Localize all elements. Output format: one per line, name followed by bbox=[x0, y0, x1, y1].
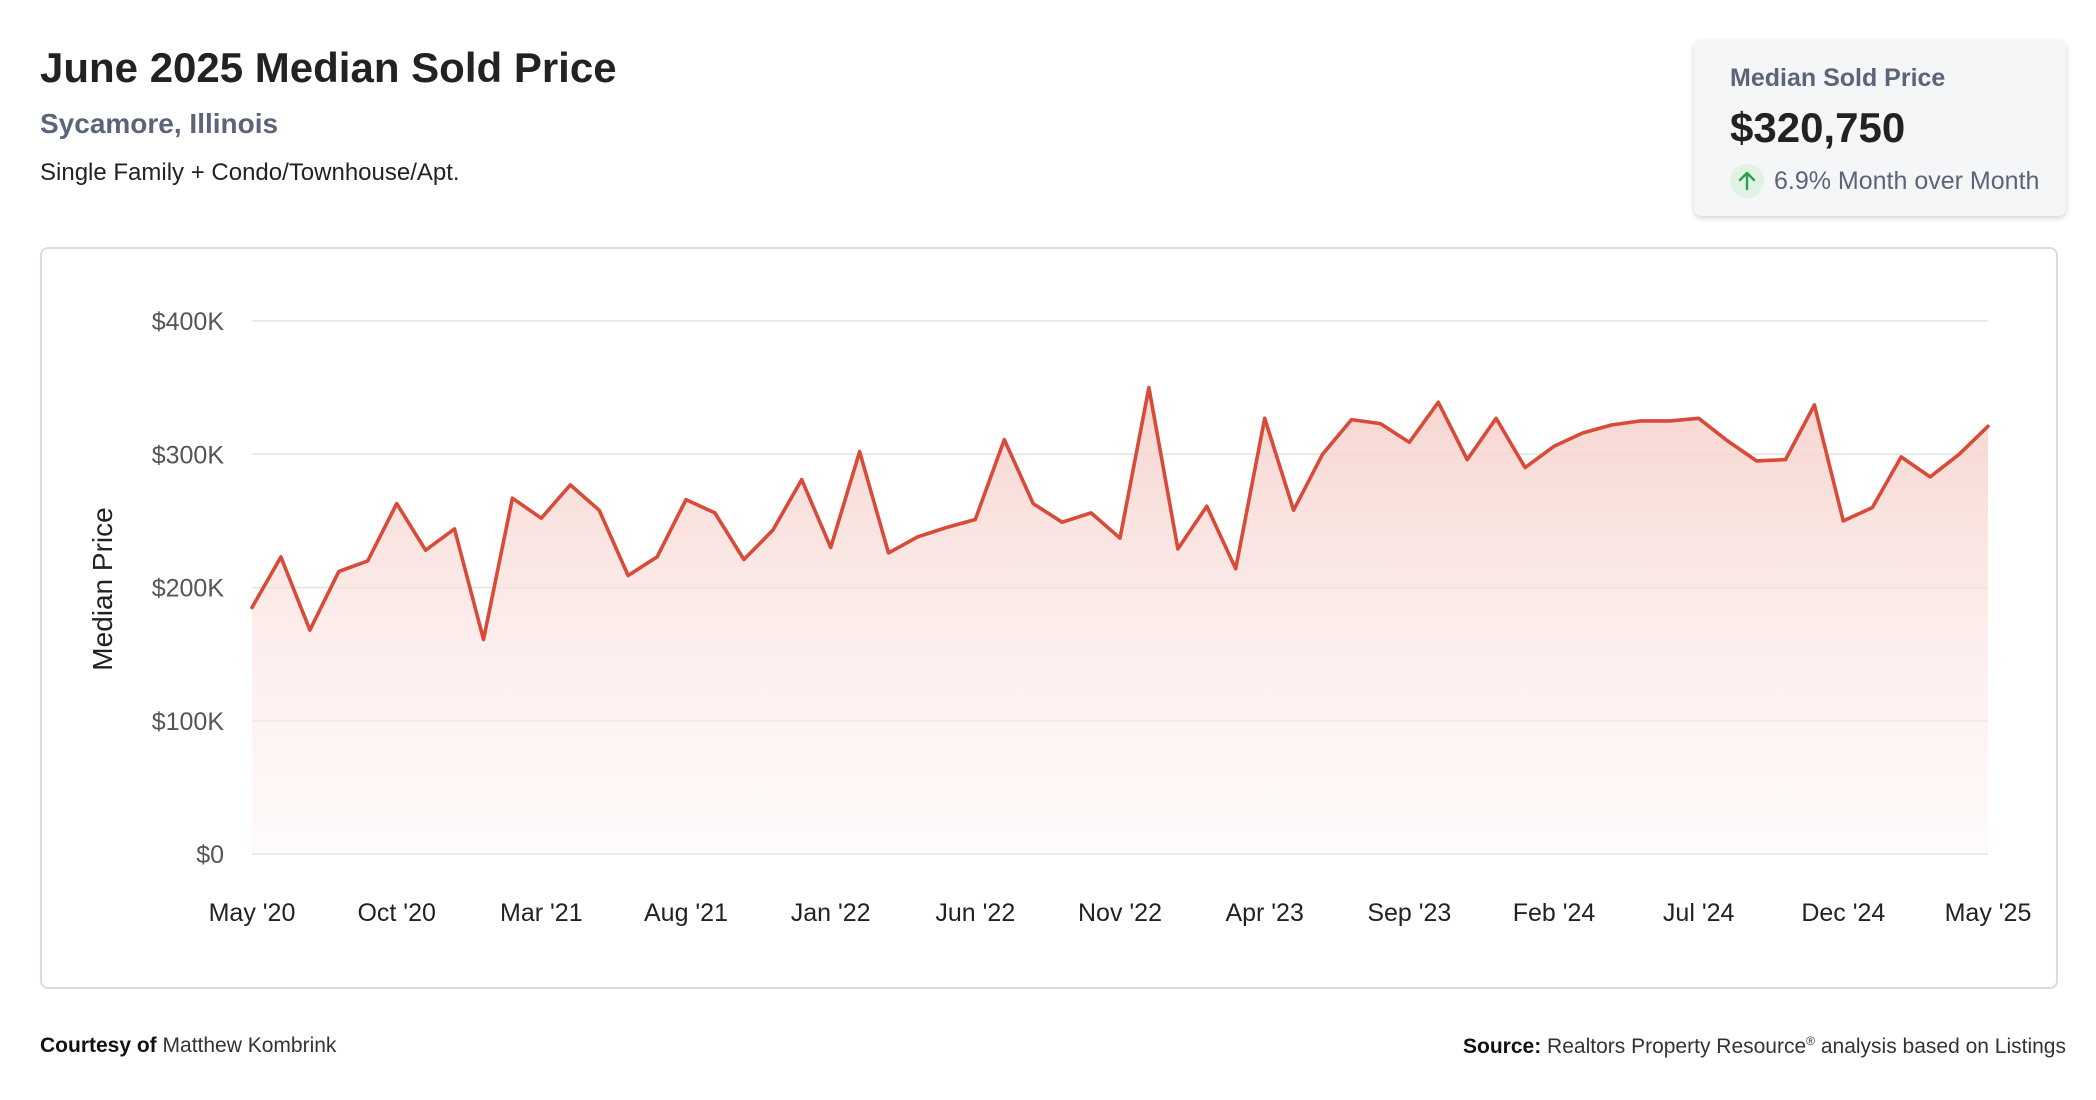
y-tick-label: $100K bbox=[152, 708, 225, 736]
x-tick-label: Feb '24 bbox=[1513, 899, 1596, 927]
source-text: Realtors Property Resource bbox=[1547, 1035, 1807, 1058]
x-tick-label: Oct '20 bbox=[357, 899, 435, 927]
arrow-up-icon bbox=[1730, 164, 1764, 198]
source-suffix: analysis based on Listings bbox=[1815, 1035, 2066, 1058]
courtesy-name: Matthew Kombrink bbox=[162, 1034, 337, 1057]
y-tick-label: $0 bbox=[196, 841, 224, 869]
location-subtitle: Sycamore, Illinois bbox=[40, 108, 279, 139]
x-tick-label: May '20 bbox=[209, 899, 296, 927]
source-label: Source: bbox=[1463, 1035, 1542, 1058]
chart-container: $0 $100K $200K $300K $400K May '20 Oct '20 Mar… bbox=[40, 247, 2058, 989]
price-line bbox=[250, 385, 1990, 642]
x-tick-label: Apr '23 bbox=[1225, 899, 1303, 927]
x-tick-label: Jan '22 bbox=[791, 899, 871, 927]
summary-card: Median Sold Price $320,750 6.9% Month ov… bbox=[1694, 40, 2066, 216]
y-tick-label: $400K bbox=[152, 308, 225, 336]
x-tick-label: Dec '24 bbox=[1801, 899, 1885, 927]
page-title: June 2025 Median Sold Price bbox=[40, 44, 617, 91]
price-area-fill bbox=[252, 387, 1988, 854]
source-footer: Source: Realtors Property Resource® anal… bbox=[1463, 1034, 2066, 1059]
x-tick-label: Nov '22 bbox=[1078, 899, 1162, 927]
x-tick-label: Mar '21 bbox=[500, 899, 583, 927]
x-tick-label: Jun '22 bbox=[935, 899, 1015, 927]
courtesy-label: Courtesy of bbox=[40, 1034, 157, 1057]
summary-card-label: Median Sold Price bbox=[1730, 64, 1946, 92]
x-tick-label: Aug '21 bbox=[644, 899, 728, 927]
x-tick-label: Sep '23 bbox=[1367, 899, 1451, 927]
registered-mark: ® bbox=[1806, 1034, 1815, 1048]
y-tick-label: $200K bbox=[152, 575, 225, 603]
summary-card-value: $320,750 bbox=[1730, 104, 1906, 151]
x-tick-label: May '25 bbox=[1945, 899, 2032, 927]
property-types: Single Family + Condo/Townhouse/Apt. bbox=[40, 159, 460, 186]
y-axis-label: Median Price bbox=[87, 507, 118, 670]
median-price-chart: $0 $100K $200K $300K $400K May '20 Oct '20 Mar… bbox=[87, 308, 2032, 927]
x-tick-label: Jul '24 bbox=[1663, 899, 1735, 927]
change-text: 6.9% Month over Month bbox=[1774, 166, 2040, 195]
courtesy-footer: Courtesy of Matthew Kombrink bbox=[40, 1034, 336, 1058]
y-tick-label: $300K bbox=[152, 441, 225, 469]
summary-card-change: 6.9% Month over Month bbox=[1730, 164, 2039, 198]
